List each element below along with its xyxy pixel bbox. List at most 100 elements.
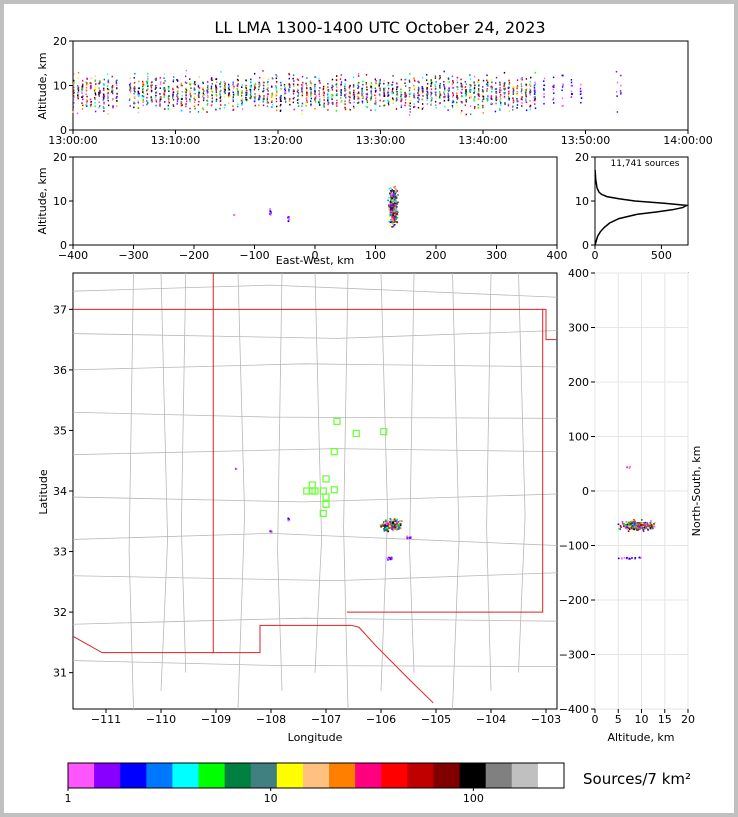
source-point	[438, 91, 441, 93]
source-point	[521, 84, 523, 87]
source-point	[73, 86, 75, 89]
source-point	[637, 529, 640, 531]
source-point	[628, 557, 631, 559]
source-point	[99, 80, 101, 82]
source-point	[387, 521, 390, 523]
source-point	[421, 94, 424, 97]
source-point	[461, 88, 463, 91]
source-point	[396, 203, 398, 205]
source-point	[460, 112, 462, 115]
source-point	[344, 94, 346, 97]
source-point	[370, 91, 372, 94]
source-point	[521, 78, 523, 81]
source-point	[215, 108, 217, 111]
source-point	[267, 78, 269, 81]
source-point	[215, 93, 217, 96]
source-point	[107, 99, 109, 102]
source-point	[201, 94, 204, 96]
source-point	[283, 83, 286, 86]
source-point	[73, 102, 75, 104]
source-point	[543, 77, 546, 80]
source-point	[387, 100, 390, 103]
source-point	[271, 93, 273, 96]
source-point	[650, 524, 653, 526]
source-point	[648, 524, 651, 527]
source-point	[81, 96, 83, 98]
source-point	[409, 105, 412, 108]
source-point	[150, 90, 153, 93]
source-point	[635, 524, 637, 526]
source-point	[425, 79, 428, 81]
source-point	[224, 86, 227, 89]
source-point	[194, 96, 196, 98]
source-point	[638, 526, 640, 528]
source-point	[430, 85, 432, 87]
source-point	[494, 110, 497, 113]
source-point	[392, 219, 394, 221]
source-point	[245, 94, 248, 96]
source-point	[561, 105, 563, 107]
source-point	[393, 206, 396, 209]
source-point	[102, 105, 104, 108]
source-point	[240, 103, 243, 105]
source-point	[306, 101, 308, 104]
source-point	[263, 95, 265, 97]
source-point	[344, 79, 346, 81]
source-point	[98, 93, 100, 96]
source-point	[562, 83, 564, 86]
source-point	[353, 101, 355, 104]
source-point	[176, 95, 178, 98]
ew-tick-label: 0	[312, 249, 319, 262]
source-point	[211, 100, 213, 103]
source-point	[385, 523, 388, 526]
source-point	[387, 94, 390, 96]
source-point	[331, 98, 333, 101]
altitude-ns-xlabel: Altitude, km	[607, 731, 674, 744]
source-point	[103, 89, 105, 91]
source-point	[388, 204, 390, 207]
source-point	[202, 88, 204, 91]
source-point	[73, 91, 75, 94]
source-point	[620, 92, 622, 94]
source-point	[76, 77, 79, 79]
state-border	[73, 308, 557, 341]
source-point	[396, 82, 398, 85]
source-point	[396, 521, 399, 524]
source-point	[115, 80, 118, 82]
source-point	[394, 191, 396, 194]
source-point	[495, 98, 498, 101]
source-point	[393, 204, 396, 207]
source-point	[194, 83, 196, 86]
source-point	[635, 526, 637, 528]
source-point	[481, 88, 484, 91]
source-point	[456, 94, 458, 97]
source-point	[349, 102, 351, 104]
source-point	[206, 104, 209, 106]
source-point	[616, 111, 619, 113]
ns-tick-label: 100	[568, 431, 589, 444]
source-point	[189, 98, 191, 101]
source-point	[404, 91, 406, 94]
source-point	[526, 87, 528, 90]
source-point	[426, 103, 429, 105]
lma-station-marker	[322, 500, 330, 508]
source-point	[253, 88, 256, 91]
source-point	[648, 526, 650, 529]
ns-tick-label: −100	[559, 540, 589, 553]
source-point	[490, 79, 493, 81]
source-point	[439, 76, 441, 79]
source-point	[336, 105, 338, 107]
source-point	[133, 96, 135, 99]
source-point	[85, 89, 88, 92]
ns-tick-label: −400	[559, 703, 589, 716]
source-point	[89, 98, 92, 101]
source-point	[253, 105, 256, 107]
source-point	[287, 217, 289, 220]
source-point	[444, 81, 446, 83]
source-point	[107, 96, 109, 98]
source-point	[336, 99, 338, 102]
source-point	[167, 98, 170, 100]
source-point	[641, 527, 644, 530]
colorbar-cell	[329, 763, 356, 788]
source-point	[275, 97, 278, 100]
